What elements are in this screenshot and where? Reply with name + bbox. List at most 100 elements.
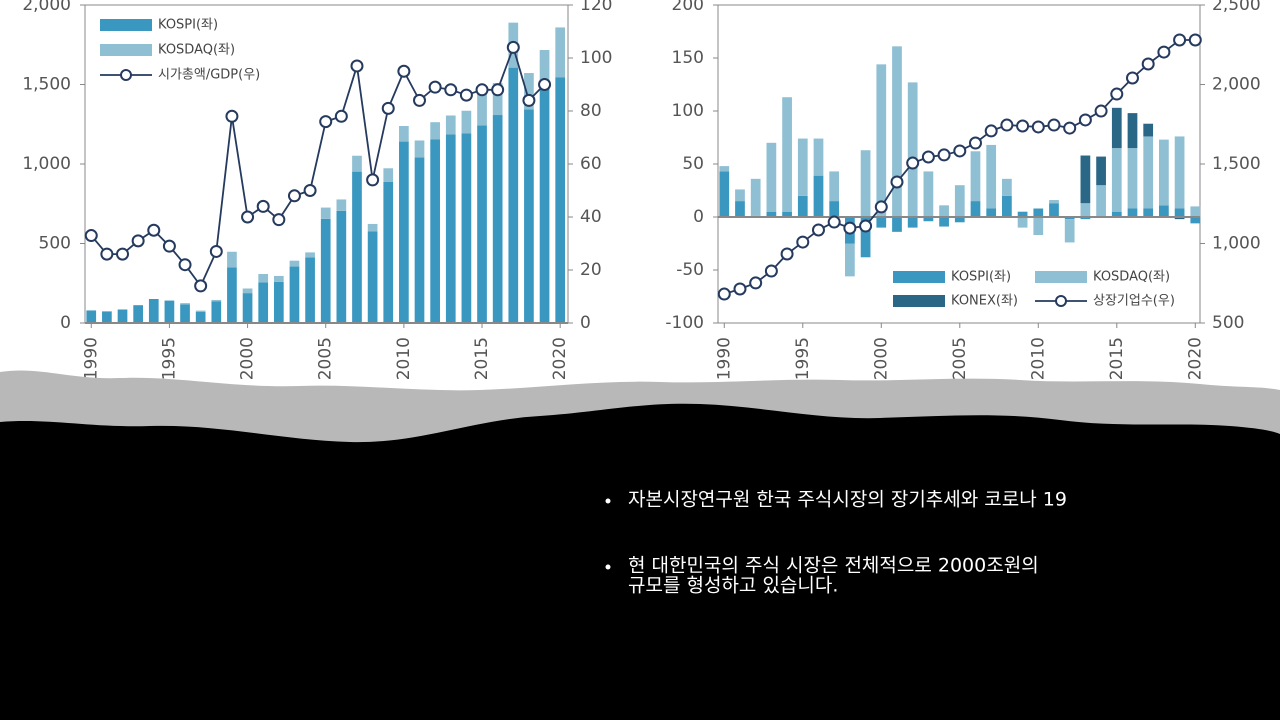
y2-tick-label: 2,500 (1212, 0, 1261, 15)
line-marker (194, 279, 208, 293)
bar (813, 175, 824, 217)
x-tick-label: 2015 (1107, 337, 1127, 380)
bar (735, 189, 745, 202)
y2-tick-label: 60 (580, 154, 602, 174)
bar (1064, 219, 1075, 243)
bar (367, 223, 378, 232)
bar (414, 157, 425, 323)
bar (1190, 206, 1201, 217)
bar (797, 138, 808, 196)
y-tick-label: 500 (39, 234, 71, 254)
line-marker (334, 109, 348, 123)
x-tick-label: 1995 (793, 337, 813, 380)
line-marker (366, 173, 380, 187)
bar (1002, 178, 1012, 196)
bar (970, 151, 981, 202)
bullet-dot (605, 564, 611, 570)
line-marker (1078, 113, 1092, 127)
bar (336, 199, 347, 211)
bar (892, 46, 902, 218)
bar (461, 110, 472, 134)
bar (492, 83, 503, 116)
bar (524, 109, 534, 323)
bar (1174, 208, 1185, 217)
bar (352, 171, 362, 323)
bar (1111, 107, 1122, 149)
legend-swatch (893, 295, 945, 307)
bar (117, 309, 128, 323)
bar (876, 217, 887, 228)
bar (227, 267, 237, 323)
bar (1080, 217, 1091, 220)
bar (508, 67, 519, 323)
line-marker (178, 258, 192, 272)
bar (164, 300, 175, 323)
y2-tick-label: 500 (1212, 313, 1244, 333)
x-tick-label: 2010 (394, 337, 414, 380)
bar (719, 171, 730, 217)
line-marker (522, 93, 536, 107)
bullet-text: 규모를 형성하고 있습니다. (628, 575, 838, 597)
line-marker (968, 136, 982, 150)
line-marker (953, 144, 967, 158)
bar (782, 97, 792, 212)
bar (273, 275, 284, 282)
line-marker (937, 148, 951, 162)
bar (258, 282, 269, 323)
bar (399, 141, 409, 323)
x-tick-label: 1995 (159, 337, 179, 380)
line-marker (796, 235, 810, 249)
y-tick-label: 150 (672, 48, 704, 68)
bar (750, 178, 761, 216)
y2-tick-label: 0 (580, 313, 591, 333)
y-tick-label: 1,000 (22, 154, 71, 174)
bar (766, 142, 777, 212)
bar (1174, 136, 1185, 209)
bar (860, 217, 871, 258)
bar (102, 311, 112, 323)
bar (1049, 203, 1059, 217)
x-tick-label: 1990 (714, 337, 734, 380)
line-marker (811, 223, 825, 237)
line-marker (984, 124, 998, 138)
line-marker (413, 93, 427, 107)
bar (258, 274, 269, 283)
line-marker (906, 156, 920, 170)
y-tick-label: 200 (672, 0, 704, 15)
y-tick-label: 0 (693, 207, 704, 227)
line-marker (397, 64, 411, 78)
line-marker (350, 59, 364, 73)
line-marker (444, 83, 458, 97)
legend-swatch-marker (120, 69, 132, 81)
legend-label: KOSPI(좌) (951, 270, 1011, 285)
bar (305, 257, 315, 323)
bar (1127, 113, 1138, 149)
bar (829, 201, 840, 217)
bar (860, 150, 871, 217)
x-tick-label: 2015 (472, 337, 492, 380)
line-marker (84, 229, 98, 243)
bar (845, 243, 855, 277)
line-marker (303, 184, 317, 197)
line-marker (749, 276, 763, 290)
line-marker (764, 264, 778, 278)
legend-label: KOSPI(좌) (158, 18, 218, 33)
bar (289, 260, 300, 267)
bar (461, 133, 472, 323)
bullet-list: 자본시장연구원 한국 주식시장의 장기추세와 코로나 19 현 대한민국의 주식 … (605, 489, 1067, 597)
bar (273, 281, 284, 323)
line-marker (209, 244, 223, 258)
bar (445, 115, 456, 135)
legend: KOSPI(좌) KOSDAQ(좌) KONEX(좌) 상장기업수(우) (893, 270, 1175, 309)
bar (430, 139, 440, 323)
bar (1017, 211, 1028, 217)
x-tick-label: 2020 (550, 337, 570, 380)
bar (211, 301, 222, 323)
bar (1017, 217, 1028, 228)
y2-tick-label: 1,500 (1212, 154, 1261, 174)
bar (148, 298, 159, 323)
bar (1127, 208, 1138, 217)
bar (939, 205, 949, 217)
x-tick-label: 2000 (238, 337, 258, 380)
